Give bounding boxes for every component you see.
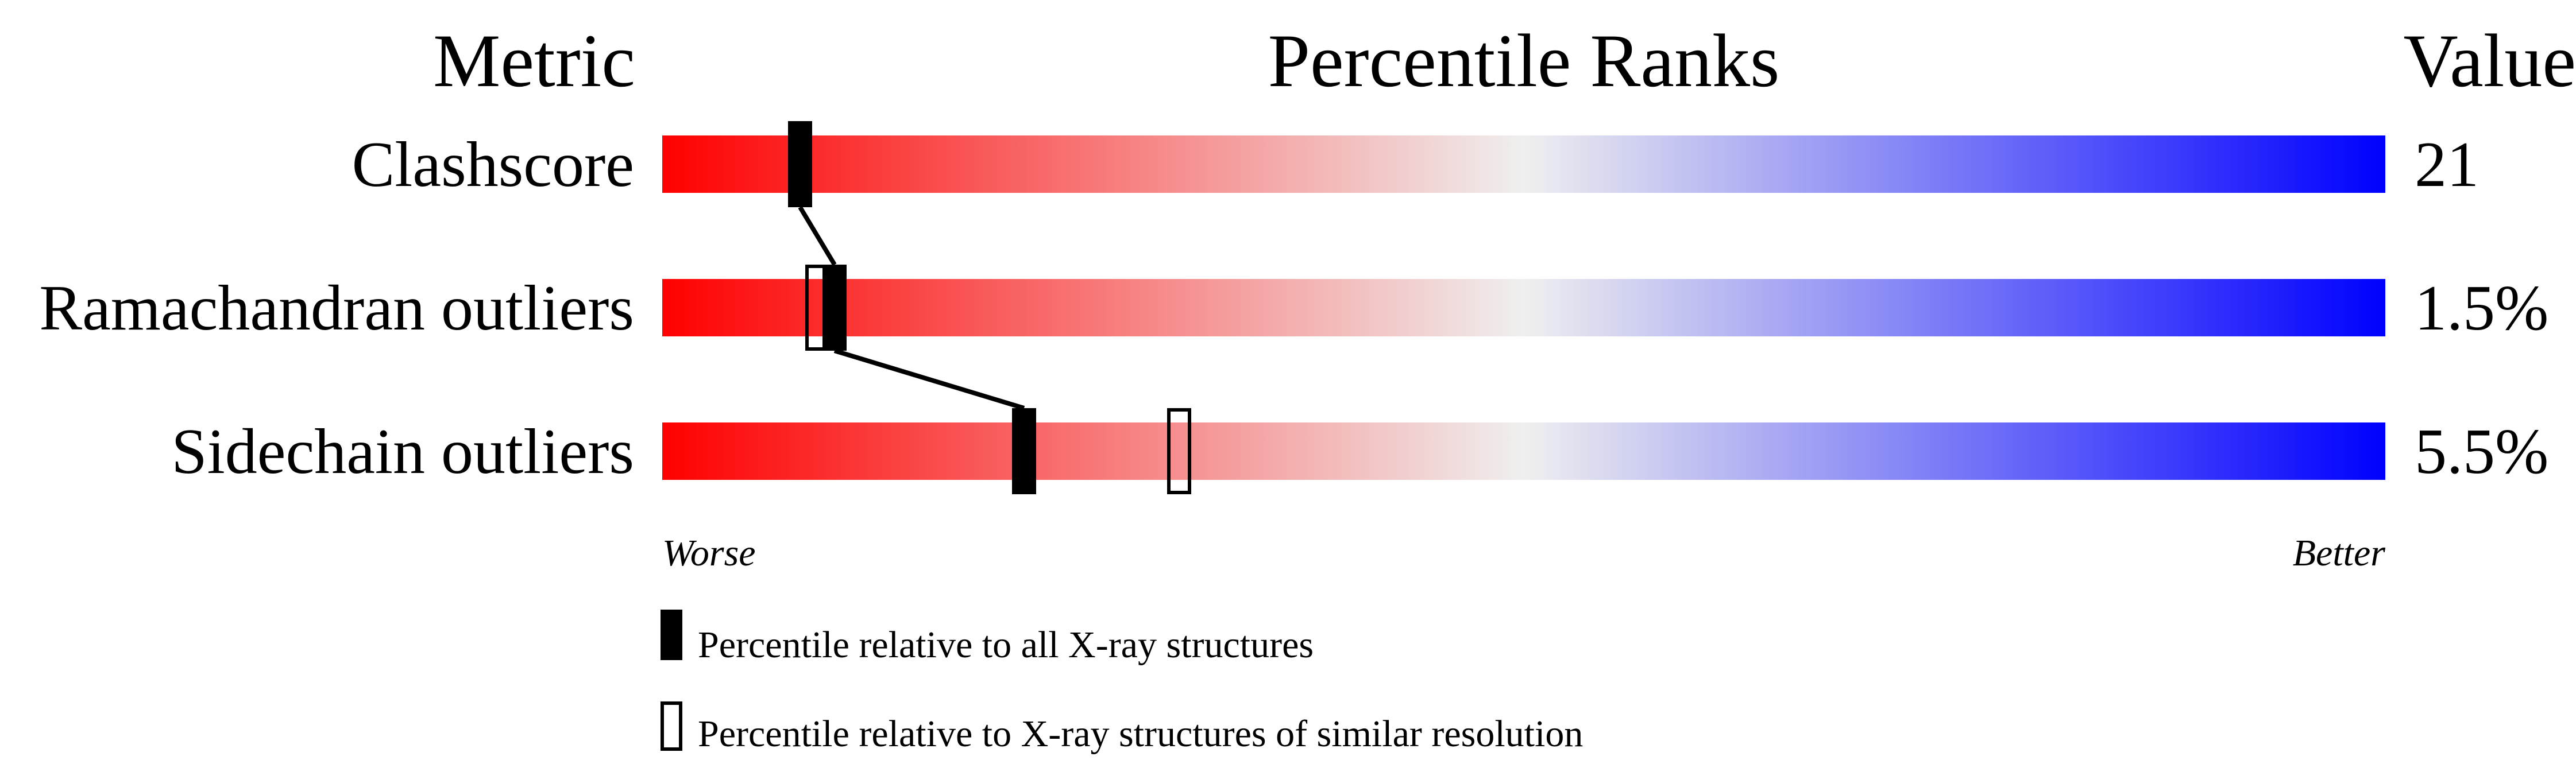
metric-label: Clashscore bbox=[352, 129, 634, 200]
axis-label-worse: Worse bbox=[662, 532, 756, 574]
percentile-bar bbox=[662, 135, 2385, 193]
metric-label: Ramachandran outliers bbox=[39, 273, 634, 344]
percentile-bar bbox=[662, 279, 2385, 336]
legend-filled-marker-icon bbox=[661, 610, 682, 660]
legend-label-similar: Percentile relative to X-ray structures … bbox=[698, 713, 1583, 755]
similar-resolution-percentile-marker bbox=[1167, 408, 1191, 494]
metric-header: Metric bbox=[433, 18, 635, 103]
metric-value: 5.5% bbox=[2415, 416, 2548, 487]
legend-label-all: Percentile relative to all X-ray structu… bbox=[698, 624, 1314, 666]
percentile-connector-line bbox=[798, 205, 837, 266]
all-structures-percentile-marker bbox=[822, 265, 847, 351]
metric-value: 21 bbox=[2415, 129, 2479, 200]
percentile-connector-line bbox=[833, 348, 1025, 410]
chart-title: Percentile Ranks bbox=[1268, 18, 1780, 103]
metric-label: Sidechain outliers bbox=[171, 416, 634, 487]
all-structures-percentile-marker bbox=[1012, 408, 1036, 494]
metric-value: 1.5% bbox=[2415, 273, 2548, 344]
percentile-bar bbox=[662, 422, 2385, 480]
legend-hollow-marker-icon bbox=[661, 701, 682, 751]
axis-label-better: Better bbox=[2293, 532, 2386, 574]
all-structures-percentile-marker bbox=[788, 121, 812, 207]
value-header: Value bbox=[2403, 18, 2576, 103]
